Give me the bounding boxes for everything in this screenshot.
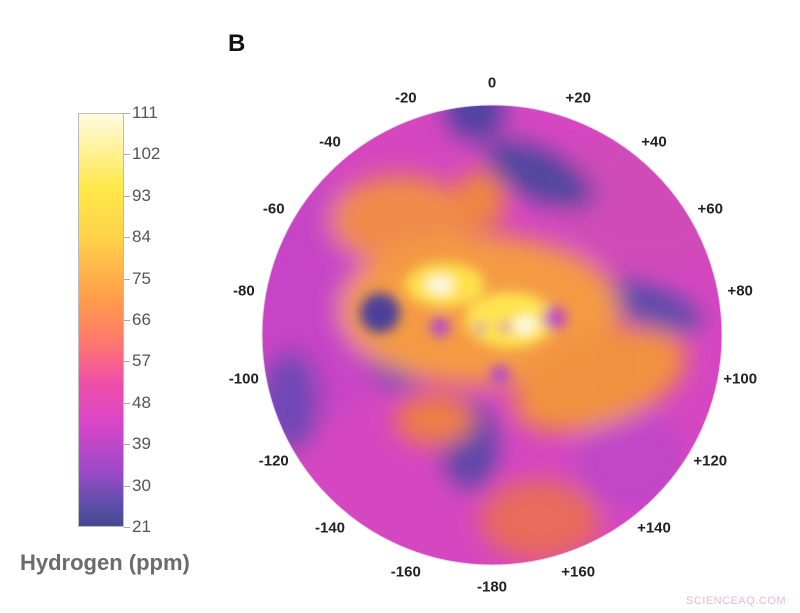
colorbar-title: Hydrogen (ppm) <box>20 550 190 575</box>
colorbar-tick-mark <box>124 195 130 197</box>
colorbar-tick-label: 75 <box>132 268 151 288</box>
colorbar-tick-mark <box>124 113 130 114</box>
longitude-label: -140 <box>315 519 346 537</box>
colorbar <box>78 113 124 527</box>
longitude-label: +120 <box>693 452 728 470</box>
colorbar-tick-label: 48 <box>132 392 151 412</box>
colorbar-tick-label: 66 <box>132 310 151 329</box>
colorbar-tick-label: 84 <box>132 227 151 247</box>
longitude-label: +100 <box>723 370 758 388</box>
longitude-label: -100 <box>228 370 259 388</box>
colorbar-tick-mark <box>124 485 130 487</box>
longitude-label: -40 <box>319 133 341 151</box>
colorbar-tick-mark <box>124 527 130 528</box>
longitude-label: +60 <box>697 200 723 218</box>
colorbar-tick-label: 30 <box>132 475 151 495</box>
longitude-label: -60 <box>262 200 285 218</box>
colorbar-tick-label: 102 <box>132 144 161 164</box>
colorbar-tick-label: 21 <box>132 517 151 536</box>
longitude-label: +160 <box>561 563 596 581</box>
colorbar-tick-label: 39 <box>132 434 151 454</box>
colorbar-tick-label: 93 <box>132 185 151 205</box>
panel-label: B <box>228 30 246 57</box>
longitude-label: -20 <box>394 89 417 107</box>
longitude-label: -160 <box>390 563 421 581</box>
colorbar-tick-mark <box>124 237 130 239</box>
longitude-label: +80 <box>727 282 753 300</box>
colorbar-tick-mark <box>124 278 130 280</box>
longitude-label: +140 <box>637 519 671 537</box>
colorbar-tick-mark <box>124 444 130 446</box>
longitude-label: 0 <box>487 74 497 92</box>
colorbar-tick-label: 57 <box>132 351 151 371</box>
colorbar-tick-mark <box>124 320 130 321</box>
colorbar-tick-mark <box>124 402 130 404</box>
longitude-label: -120 <box>258 452 289 470</box>
colorbar-tick-mark <box>124 361 130 363</box>
watermark: SCIENCEAQ.COM <box>685 595 786 607</box>
colorbar-tick-label: 111 <box>132 103 158 122</box>
longitude-label: -180 <box>476 578 508 596</box>
colorbar-tick-mark <box>124 154 130 156</box>
longitude-label: +20 <box>565 89 591 107</box>
map-disc <box>262 105 722 565</box>
longitude-label: -80 <box>232 282 255 300</box>
longitude-label: +40 <box>641 133 667 151</box>
